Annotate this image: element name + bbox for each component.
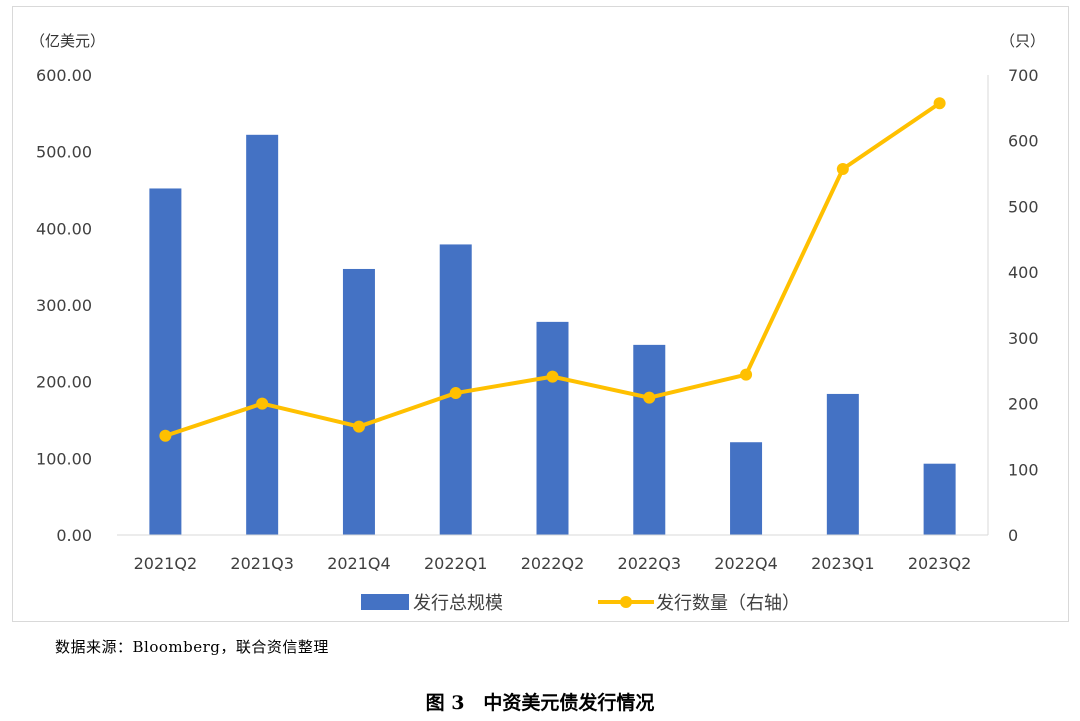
right-axis-unit-label: （只） bbox=[1000, 32, 1045, 50]
left-axis-tick-label: 0.00 bbox=[56, 526, 92, 545]
bar-2021Q3 bbox=[246, 134, 279, 536]
x-tick-label: 2023Q2 bbox=[908, 554, 972, 573]
left-axis-tick-label: 500.00 bbox=[36, 143, 92, 162]
x-tick-label: 2022Q4 bbox=[714, 554, 778, 573]
count-marker-2021Q4 bbox=[352, 420, 365, 433]
bar-2021Q4 bbox=[342, 268, 375, 535]
x-tick-label: 2021Q2 bbox=[134, 554, 198, 573]
left-axis-tick-label: 400.00 bbox=[36, 219, 92, 238]
count-marker-2022Q3 bbox=[643, 391, 656, 404]
count-marker-2022Q1 bbox=[449, 387, 462, 400]
legend-bar-swatch bbox=[361, 594, 409, 610]
source-note: 数据来源：Bloomberg，联合资信整理 bbox=[55, 638, 329, 656]
left-axis-tick-label: 600.00 bbox=[36, 66, 92, 85]
bar-2023Q2 bbox=[923, 463, 956, 535]
right-axis-tick-label: 100 bbox=[1008, 460, 1039, 479]
right-axis-tick-label: 300 bbox=[1008, 329, 1039, 348]
bar-2021Q2 bbox=[149, 188, 182, 535]
count-marker-2021Q3 bbox=[256, 397, 269, 410]
count-marker-2023Q1 bbox=[836, 162, 849, 175]
bar-2022Q2 bbox=[536, 321, 569, 535]
chart-frame bbox=[12, 6, 1069, 622]
left-axis-unit-label: （亿美元） bbox=[30, 32, 105, 50]
bar-2022Q4 bbox=[730, 442, 763, 535]
figure-caption: 图 3 中资美元债发行情况 bbox=[425, 692, 655, 714]
bar-line-chart: （亿美元） （只） 0.00 100.00 200.00 300.00 400.00 500.… bbox=[30, 32, 1045, 614]
x-tick-label: 2022Q1 bbox=[424, 554, 488, 573]
legend-bar-label: 发行总规模 bbox=[413, 593, 503, 614]
right-axis-tick-label: 500 bbox=[1008, 197, 1039, 216]
right-axis-tick-label: 700 bbox=[1008, 66, 1039, 85]
legend-line-label: 发行数量（右轴） bbox=[656, 593, 800, 614]
legend-line-marker bbox=[620, 596, 632, 608]
count-marker-2023Q2 bbox=[933, 97, 946, 110]
left-axis-tick-label: 300.00 bbox=[36, 296, 92, 315]
x-tick-label: 2021Q4 bbox=[327, 554, 391, 573]
bar-2022Q3 bbox=[633, 344, 666, 535]
count-marker-2022Q2 bbox=[546, 370, 559, 383]
right-axis-tick-label: 600 bbox=[1008, 132, 1039, 151]
left-axis-tick-label: 100.00 bbox=[36, 449, 92, 468]
x-tick-label: 2021Q3 bbox=[230, 554, 294, 573]
count-marker-2021Q2 bbox=[159, 429, 172, 442]
left-axis-tick-label: 200.00 bbox=[36, 373, 92, 392]
right-axis-tick-label: 400 bbox=[1008, 263, 1039, 282]
x-tick-label: 2023Q1 bbox=[811, 554, 875, 573]
right-axis-tick-label: 200 bbox=[1008, 395, 1039, 414]
x-tick-label: 2022Q3 bbox=[618, 554, 682, 573]
x-tick-label: 2022Q2 bbox=[521, 554, 585, 573]
count-marker-2022Q4 bbox=[740, 368, 753, 381]
right-axis-tick-label: 0 bbox=[1008, 526, 1018, 545]
bar-2023Q1 bbox=[826, 393, 859, 535]
